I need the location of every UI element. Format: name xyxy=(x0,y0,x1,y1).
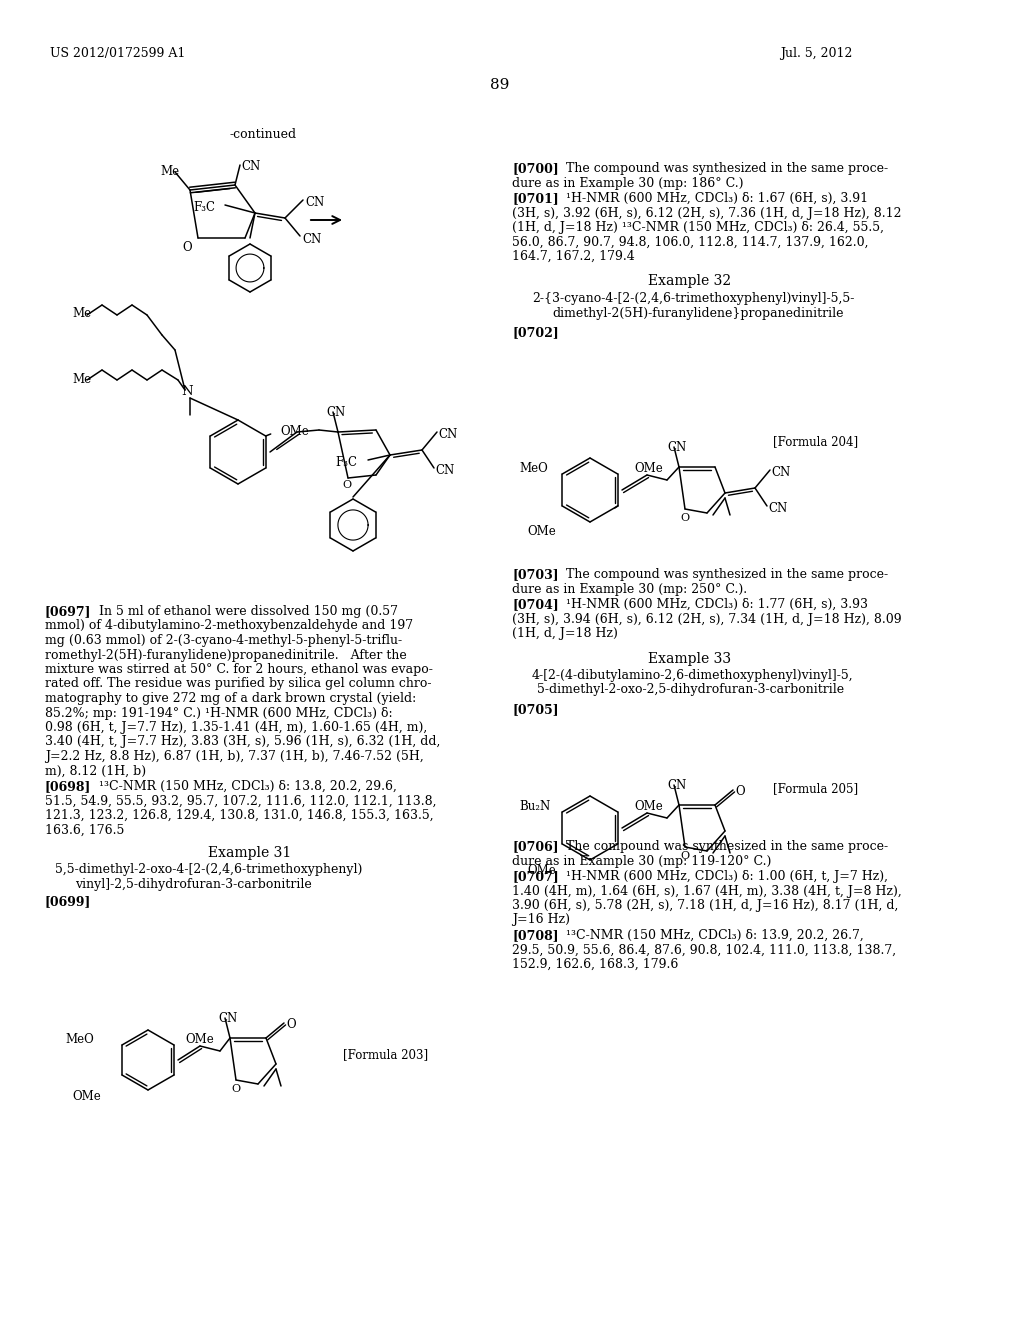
Text: CN: CN xyxy=(438,428,458,441)
Text: CN: CN xyxy=(768,502,787,515)
Text: CN: CN xyxy=(218,1012,238,1026)
Text: Bu₂N: Bu₂N xyxy=(519,800,550,813)
Text: matography to give 272 mg of a dark brown crystal (yield:: matography to give 272 mg of a dark brow… xyxy=(45,692,416,705)
Text: 51.5, 54.9, 55.5, 93.2, 95.7, 107.2, 111.6, 112.0, 112.1, 113.8,: 51.5, 54.9, 55.5, 93.2, 95.7, 107.2, 111… xyxy=(45,795,436,808)
Text: Example 32: Example 32 xyxy=(648,275,731,289)
Text: [0704]: [0704] xyxy=(512,598,559,611)
Text: 89: 89 xyxy=(490,78,510,92)
Text: rated off. The residue was purified by silica gel column chro-: rated off. The residue was purified by s… xyxy=(45,677,431,690)
Text: OMe: OMe xyxy=(634,462,663,475)
Text: CN: CN xyxy=(771,466,791,479)
Text: ¹³C-NMR (150 MHz, CDCl₃) δ: 13.8, 20.2, 29.6,: ¹³C-NMR (150 MHz, CDCl₃) δ: 13.8, 20.2, … xyxy=(83,780,397,793)
Text: [0706]: [0706] xyxy=(512,840,559,853)
Text: [0707]: [0707] xyxy=(512,870,559,883)
Text: 5,5-dimethyl-2-oxo-4-[2-(2,4,6-trimethoxyphenyl): 5,5-dimethyl-2-oxo-4-[2-(2,4,6-trimethox… xyxy=(55,863,362,876)
Text: O: O xyxy=(231,1084,240,1094)
Text: O: O xyxy=(342,480,351,490)
Text: Example 31: Example 31 xyxy=(208,846,292,861)
Text: 121.3, 123.2, 126.8, 129.4, 130.8, 131.0, 146.8, 155.3, 163.5,: 121.3, 123.2, 126.8, 129.4, 130.8, 131.0… xyxy=(45,809,433,822)
Text: CN: CN xyxy=(667,441,686,454)
Text: OMe: OMe xyxy=(527,865,556,876)
Text: [0700]: [0700] xyxy=(512,162,559,176)
Text: Example 33: Example 33 xyxy=(648,652,731,665)
Text: CN: CN xyxy=(241,160,260,173)
Text: O: O xyxy=(680,851,689,861)
Text: Me: Me xyxy=(160,165,179,178)
Text: ¹H-NMR (600 MHz, CDCl₃) δ: 1.77 (6H, s), 3.93: ¹H-NMR (600 MHz, CDCl₃) δ: 1.77 (6H, s),… xyxy=(550,598,868,611)
Text: [0698]: [0698] xyxy=(45,780,91,793)
Text: 2-{3-cyano-4-[2-(2,4,6-trimethoxyphenyl)vinyl]-5,5-: 2-{3-cyano-4-[2-(2,4,6-trimethoxyphenyl)… xyxy=(532,292,854,305)
Text: The compound was synthesized in the same proce-: The compound was synthesized in the same… xyxy=(550,568,888,581)
Text: 0.98 (6H, t, J=7.7 Hz), 1.35-1.41 (4H, m), 1.60-1.65 (4H, m),: 0.98 (6H, t, J=7.7 Hz), 1.35-1.41 (4H, m… xyxy=(45,721,427,734)
Text: OMe: OMe xyxy=(280,425,309,438)
Text: dure as in Example 30 (mp: 119-120° C.): dure as in Example 30 (mp: 119-120° C.) xyxy=(512,854,771,867)
Text: OMe: OMe xyxy=(72,1090,100,1104)
Text: OMe: OMe xyxy=(634,800,663,813)
Text: 56.0, 86.7, 90.7, 94.8, 106.0, 112.8, 114.7, 137.9, 162.0,: 56.0, 86.7, 90.7, 94.8, 106.0, 112.8, 11… xyxy=(512,235,868,248)
Text: O: O xyxy=(182,242,191,253)
Text: J=2.2 Hz, 8.8 Hz), 6.87 (1H, b), 7.37 (1H, b), 7.46-7.52 (5H,: J=2.2 Hz, 8.8 Hz), 6.87 (1H, b), 7.37 (1… xyxy=(45,750,424,763)
Text: dure as in Example 30 (mp: 250° C.).: dure as in Example 30 (mp: 250° C.). xyxy=(512,582,748,595)
Text: dure as in Example 30 (mp: 186° C.): dure as in Example 30 (mp: 186° C.) xyxy=(512,177,743,190)
Text: ¹H-NMR (600 MHz, CDCl₃) δ: 1.67 (6H, s), 3.91: ¹H-NMR (600 MHz, CDCl₃) δ: 1.67 (6H, s),… xyxy=(550,191,868,205)
Text: dimethyl-2(5H)-furanylidene}propanedinitrile: dimethyl-2(5H)-furanylidene}propanedinit… xyxy=(552,306,844,319)
Text: 5-dimethyl-2-oxo-2,5-dihydrofuran-3-carbonitrile: 5-dimethyl-2-oxo-2,5-dihydrofuran-3-carb… xyxy=(537,684,844,697)
Text: CN: CN xyxy=(435,465,455,477)
Text: 29.5, 50.9, 55.6, 86.4, 87.6, 90.8, 102.4, 111.0, 113.8, 138.7,: 29.5, 50.9, 55.6, 86.4, 87.6, 90.8, 102.… xyxy=(512,944,896,957)
Text: romethyl-2(5H)-furanylidene)propanedinitrile.   After the: romethyl-2(5H)-furanylidene)propanedinit… xyxy=(45,648,407,661)
Text: [0699]: [0699] xyxy=(45,895,91,908)
Text: The compound was synthesized in the same proce-: The compound was synthesized in the same… xyxy=(550,840,888,853)
Text: m), 8.12 (1H, b): m), 8.12 (1H, b) xyxy=(45,764,146,777)
Text: [Formula 203]: [Formula 203] xyxy=(343,1048,428,1061)
Text: CN: CN xyxy=(667,779,686,792)
Text: [0697]: [0697] xyxy=(45,605,91,618)
Text: Me: Me xyxy=(72,308,91,319)
Text: (3H, s), 3.92 (6H, s), 6.12 (2H, s), 7.36 (1H, d, J=18 Hz), 8.12: (3H, s), 3.92 (6H, s), 6.12 (2H, s), 7.3… xyxy=(512,206,901,219)
Text: F₃C: F₃C xyxy=(335,455,357,469)
Text: 1.40 (4H, m), 1.64 (6H, s), 1.67 (4H, m), 3.38 (4H, t, J=8 Hz),: 1.40 (4H, m), 1.64 (6H, s), 1.67 (4H, m)… xyxy=(512,884,902,898)
Text: (1H, d, J=18 Hz): (1H, d, J=18 Hz) xyxy=(512,627,617,640)
Text: mmol) of 4-dibutylamino-2-methoxybenzaldehyde and 197: mmol) of 4-dibutylamino-2-methoxybenzald… xyxy=(45,619,413,632)
Text: CN: CN xyxy=(302,234,322,246)
Text: OMe: OMe xyxy=(527,525,556,539)
Text: CN: CN xyxy=(326,407,345,418)
Text: J=16 Hz): J=16 Hz) xyxy=(512,913,570,927)
Text: N: N xyxy=(181,385,193,399)
Text: 3.40 (4H, t, J=7.7 Hz), 3.83 (3H, s), 5.96 (1H, s), 6.32 (1H, dd,: 3.40 (4H, t, J=7.7 Hz), 3.83 (3H, s), 5.… xyxy=(45,735,440,748)
Text: US 2012/0172599 A1: US 2012/0172599 A1 xyxy=(50,48,185,59)
Text: (3H, s), 3.94 (6H, s), 6.12 (2H, s), 7.34 (1H, d, J=18 Hz), 8.09: (3H, s), 3.94 (6H, s), 6.12 (2H, s), 7.3… xyxy=(512,612,901,626)
Text: 163.6, 176.5: 163.6, 176.5 xyxy=(45,824,124,837)
Text: -continued: -continued xyxy=(230,128,297,141)
Text: MeO: MeO xyxy=(519,462,548,475)
Text: mixture was stirred at 50° C. for 2 hours, ethanol was evapo-: mixture was stirred at 50° C. for 2 hour… xyxy=(45,663,433,676)
Text: [0705]: [0705] xyxy=(512,704,559,715)
Text: [Formula 204]: [Formula 204] xyxy=(773,436,858,447)
Text: O: O xyxy=(680,513,689,523)
Text: Me: Me xyxy=(72,374,91,385)
Text: [0708]: [0708] xyxy=(512,929,559,942)
Text: 4-[2-(4-dibutylamino-2,6-dimethoxyphenyl)vinyl]-5,: 4-[2-(4-dibutylamino-2,6-dimethoxyphenyl… xyxy=(532,669,854,682)
Text: [0703]: [0703] xyxy=(512,568,559,581)
Text: CN: CN xyxy=(305,195,325,209)
Text: vinyl]-2,5-dihydrofuran-3-carbonitrile: vinyl]-2,5-dihydrofuran-3-carbonitrile xyxy=(75,878,311,891)
Text: F₃C: F₃C xyxy=(193,201,215,214)
Text: 164.7, 167.2, 179.4: 164.7, 167.2, 179.4 xyxy=(512,249,635,263)
Text: 85.2%; mp: 191-194° C.) ¹H-NMR (600 MHz, CDCl₃) δ:: 85.2%; mp: 191-194° C.) ¹H-NMR (600 MHz,… xyxy=(45,706,392,719)
Text: [0702]: [0702] xyxy=(512,326,559,339)
Text: Jul. 5, 2012: Jul. 5, 2012 xyxy=(780,48,852,59)
Text: mg (0.63 mmol) of 2-(3-cyano-4-methyl-5-phenyl-5-triflu-: mg (0.63 mmol) of 2-(3-cyano-4-methyl-5-… xyxy=(45,634,402,647)
Text: [0701]: [0701] xyxy=(512,191,559,205)
Text: ¹H-NMR (600 MHz, CDCl₃) δ: 1.00 (6H, t, J=7 Hz),: ¹H-NMR (600 MHz, CDCl₃) δ: 1.00 (6H, t, … xyxy=(550,870,888,883)
Text: O: O xyxy=(735,785,744,799)
Text: [Formula 205]: [Formula 205] xyxy=(773,781,858,795)
Text: 3.90 (6H, s), 5.78 (2H, s), 7.18 (1H, d, J=16 Hz), 8.17 (1H, d,: 3.90 (6H, s), 5.78 (2H, s), 7.18 (1H, d,… xyxy=(512,899,898,912)
Text: 152.9, 162.6, 168.3, 179.6: 152.9, 162.6, 168.3, 179.6 xyxy=(512,958,678,972)
Text: MeO: MeO xyxy=(65,1034,94,1045)
Text: ¹³C-NMR (150 MHz, CDCl₃) δ: 13.9, 20.2, 26.7,: ¹³C-NMR (150 MHz, CDCl₃) δ: 13.9, 20.2, … xyxy=(550,929,864,942)
Text: OMe: OMe xyxy=(185,1034,214,1045)
Text: The compound was synthesized in the same proce-: The compound was synthesized in the same… xyxy=(550,162,888,176)
Text: (1H, d, J=18 Hz) ¹³C-NMR (150 MHz, CDCl₃) δ: 26.4, 55.5,: (1H, d, J=18 Hz) ¹³C-NMR (150 MHz, CDCl₃… xyxy=(512,220,884,234)
Text: In 5 ml of ethanol were dissolved 150 mg (0.57: In 5 ml of ethanol were dissolved 150 mg… xyxy=(83,605,398,618)
Text: O: O xyxy=(286,1018,296,1031)
